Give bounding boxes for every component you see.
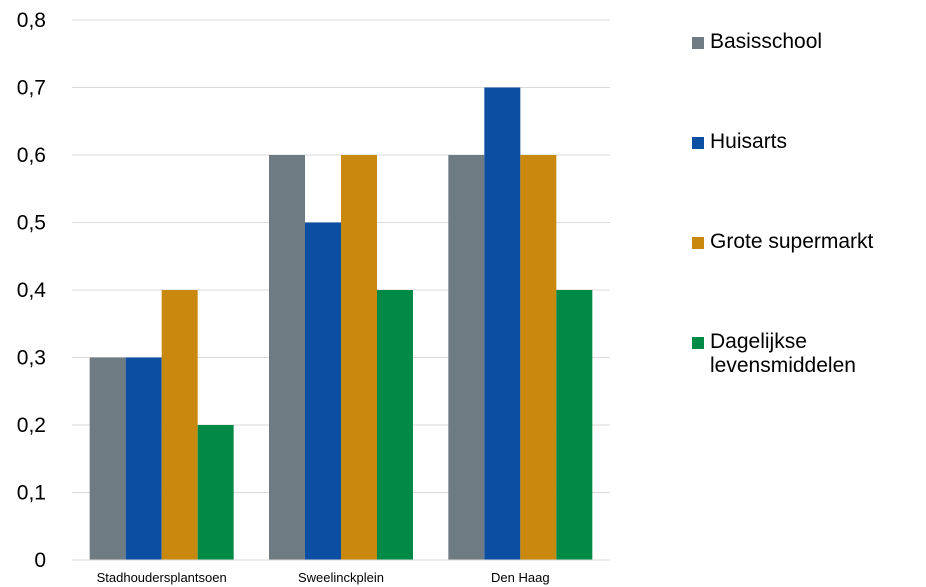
bar <box>269 155 305 560</box>
y-tick-label: 0,3 <box>17 347 46 370</box>
bar <box>126 358 162 561</box>
y-axis-tick-labels: 0 0,1 0,2 0,3 0,4 0,5 0,6 0,7 0,8 <box>17 9 47 572</box>
legend-item: Huisarts <box>692 130 920 154</box>
legend-item: Basisschool <box>692 30 920 54</box>
legend-label: Huisarts <box>710 130 920 154</box>
y-tick-label: 0,6 <box>17 144 46 167</box>
legend-label: Basisschool <box>710 30 920 54</box>
legend-swatch <box>692 137 704 149</box>
legend-item: Dagelijkse levensmiddelen <box>692 330 920 378</box>
y-tick-label: 0,2 <box>17 414 46 437</box>
y-tick-label: 0,8 <box>17 9 46 32</box>
x-category-label: Stadhoudersplantsoen <box>97 570 227 585</box>
y-tick-label: 0 <box>34 549 46 572</box>
legend-swatch <box>692 37 704 49</box>
bars <box>90 88 593 561</box>
bar <box>305 223 341 561</box>
bar <box>484 88 520 561</box>
bar <box>556 290 592 560</box>
bar <box>341 155 377 560</box>
x-category-label: Den Haag <box>491 570 550 585</box>
bar <box>448 155 484 560</box>
bar <box>90 358 126 561</box>
bar <box>520 155 556 560</box>
bar <box>162 290 198 560</box>
legend-swatch <box>692 337 704 349</box>
y-tick-label: 0,5 <box>17 212 46 235</box>
y-tick-label: 0,4 <box>17 279 47 302</box>
x-axis-category-labels: Stadhoudersplantsoen Sweelinckplein Den Ha… <box>97 570 550 585</box>
legend-swatch <box>692 237 704 249</box>
legend-item: Grote supermarkt <box>692 230 920 254</box>
legend-label: Grote supermarkt <box>710 230 920 254</box>
legend-label: Dagelijkse levensmiddelen <box>710 330 920 378</box>
y-tick-label: 0,1 <box>17 482 46 505</box>
y-tick-label: 0,7 <box>17 77 46 100</box>
bar <box>198 425 234 560</box>
x-category-label: Sweelinckplein <box>298 570 384 585</box>
bar <box>377 290 413 560</box>
